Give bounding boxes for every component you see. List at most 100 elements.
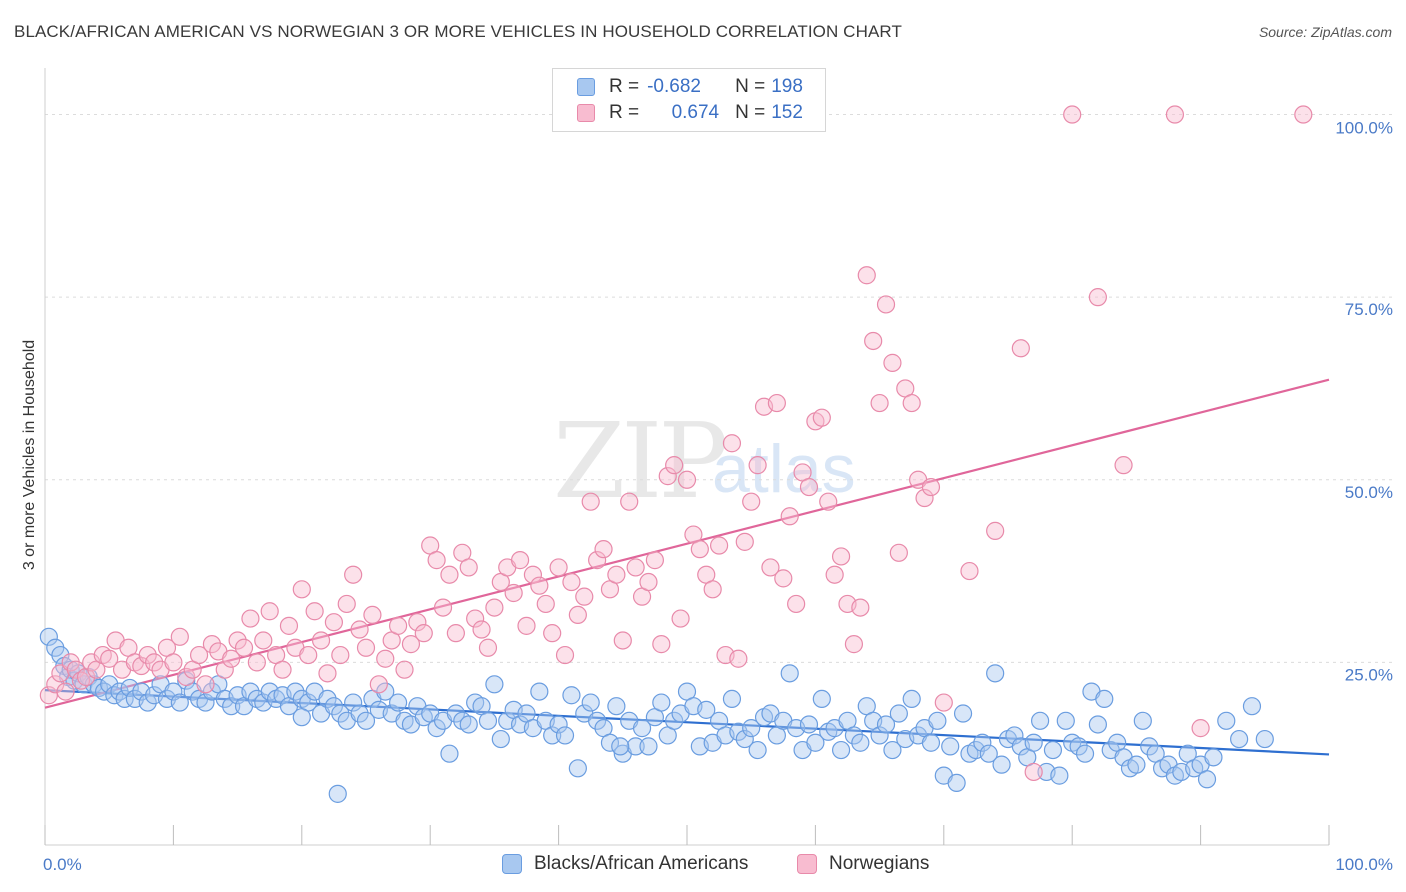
legend-swatch-norwegians [577, 104, 595, 122]
point-norwegians [594, 540, 613, 559]
point-blacks [665, 711, 684, 730]
point-norwegians [517, 616, 536, 635]
point-blacks [1030, 711, 1050, 730]
point-norwegians [1088, 288, 1107, 307]
point-norwegians [164, 653, 183, 672]
point-norwegians [915, 488, 934, 508]
point-blacks [1095, 689, 1114, 709]
point-norwegians [883, 353, 902, 372]
point-blacks [478, 711, 498, 730]
point-norwegians [254, 631, 273, 650]
point-blacks [581, 693, 600, 712]
point-norwegians [466, 609, 485, 628]
point-blacks [735, 729, 754, 749]
point-norwegians [145, 653, 164, 672]
legend-swatch-blacks [577, 78, 595, 96]
point-norwegians [356, 638, 376, 657]
point-blacks [164, 682, 183, 701]
axis-labels: 25.0% 50.0% 75.0% 100.0% 0.0% 100.0% 3 or more… [21, 119, 1393, 874]
legend-label-blacks: Blacks/African Americans [534, 853, 749, 874]
point-blacks [1069, 737, 1088, 756]
point-norwegians [690, 540, 709, 559]
point-blacks [543, 726, 562, 745]
point-norwegians [189, 645, 209, 665]
point-blacks [389, 693, 408, 712]
point-norwegians [588, 551, 607, 570]
point-blacks [222, 697, 241, 716]
y-tick-label: 25.0% [1345, 665, 1393, 684]
legend-r-value: 0.674 [671, 102, 720, 123]
point-norwegians [671, 609, 690, 628]
point-blacks [318, 689, 337, 709]
x-tick-label: 100.0% [1335, 855, 1393, 874]
point-norwegians [504, 583, 523, 603]
point-blacks [902, 689, 921, 709]
point-blacks [632, 719, 652, 738]
point-norwegians [645, 551, 665, 570]
point-blacks [286, 682, 305, 701]
point-blacks [459, 715, 478, 734]
point-blacks [941, 737, 960, 756]
point-norwegians [292, 580, 311, 599]
point-norwegians [735, 532, 754, 551]
point-norwegians [202, 635, 222, 654]
point-norwegians [844, 635, 864, 654]
point-blacks [170, 693, 189, 712]
point-norwegians [177, 667, 196, 687]
legend-item-norwegians[interactable]: Norwegians [797, 851, 929, 877]
point-norwegians [568, 605, 587, 625]
point-norwegians [100, 649, 119, 668]
point-norwegians [812, 408, 831, 427]
point-blacks [39, 627, 58, 646]
point-norwegians [324, 613, 343, 632]
point-blacks [1204, 748, 1223, 767]
point-norwegians [562, 572, 581, 592]
point-norwegians [440, 565, 459, 584]
point-norwegians [799, 477, 819, 497]
point-blacks [1133, 711, 1152, 730]
point-norwegians [902, 393, 921, 413]
point-norwegians [170, 627, 189, 646]
trend-line-blacks [44, 689, 1330, 756]
point-blacks [953, 704, 973, 723]
point-norwegians [626, 558, 645, 577]
point-norwegians [549, 558, 568, 577]
point-norwegians [408, 613, 427, 632]
correlation-legend: R = -0.682 N = 198 R = 0.674 N = 152 [552, 68, 826, 132]
point-blacks [1217, 711, 1236, 730]
point-blacks [876, 715, 896, 734]
point-norwegians [722, 434, 742, 453]
point-blacks [440, 744, 459, 763]
point-norwegians [260, 602, 279, 621]
legend-r-value: -0.682 [647, 76, 701, 97]
point-norwegians [748, 456, 767, 475]
point-blacks [742, 719, 761, 738]
point-norwegians [331, 645, 350, 665]
point-norwegians [1063, 105, 1082, 124]
point-blacks [1024, 733, 1043, 752]
point-blacks [1056, 711, 1075, 730]
point-blacks [1075, 744, 1095, 763]
point-norwegians [196, 675, 215, 694]
point-blacks [356, 711, 376, 730]
point-blacks [1088, 715, 1107, 734]
point-norwegians [305, 602, 324, 621]
point-norwegians [1165, 105, 1185, 124]
point-norwegians [536, 594, 555, 614]
point-norwegians [279, 616, 299, 635]
point-blacks [1197, 770, 1217, 789]
legend-n-label: N = [735, 102, 766, 123]
point-norwegians [523, 565, 543, 584]
y-tick-label: 100.0% [1335, 119, 1393, 138]
legend-item-blacks[interactable]: Blacks/African Americans [502, 851, 748, 877]
point-blacks [973, 733, 992, 752]
point-norwegians [774, 569, 793, 588]
data-points [39, 105, 1313, 803]
legend-row-blacks: R = -0.682 N = 198 [577, 75, 803, 99]
point-norwegians [459, 558, 478, 577]
point-norwegians [344, 565, 363, 584]
point-norwegians [369, 675, 388, 694]
point-blacks [986, 664, 1005, 683]
point-blacks [549, 715, 568, 734]
